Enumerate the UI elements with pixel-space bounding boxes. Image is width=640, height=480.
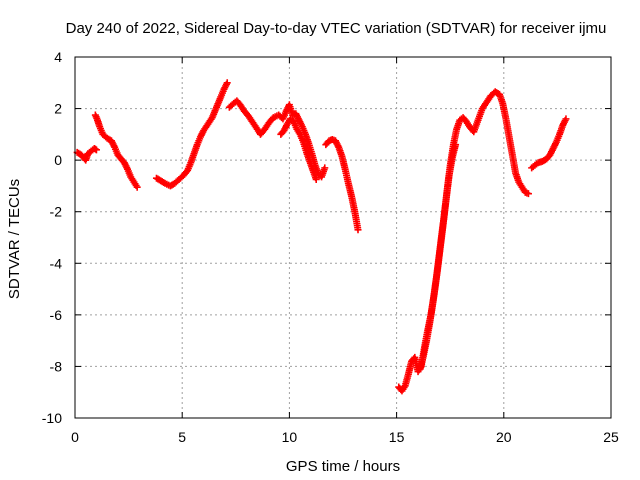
series-segment-8 bbox=[416, 141, 460, 373]
x-tick-label-25: 25 bbox=[603, 429, 619, 445]
plot-frame bbox=[74, 56, 612, 419]
data-point-marker bbox=[452, 141, 460, 149]
series-segment-1 bbox=[73, 145, 100, 164]
data-point-marker bbox=[133, 183, 141, 191]
x-tick-label-20: 20 bbox=[496, 429, 512, 445]
x-axis-label: GPS time / hours bbox=[286, 458, 400, 475]
series-segment-6 bbox=[322, 136, 362, 234]
data-point-marker bbox=[524, 190, 532, 198]
data-point-marker bbox=[312, 175, 320, 183]
y-tick-label-minus2: -2 bbox=[50, 204, 63, 220]
y-tick-label-minus10: -10 bbox=[42, 410, 62, 426]
data-markers bbox=[73, 79, 570, 395]
data-point-marker bbox=[92, 146, 100, 154]
series-segment-9 bbox=[528, 115, 570, 172]
grid-lines bbox=[75, 57, 611, 418]
y-tick-label-minus4: -4 bbox=[50, 255, 63, 271]
chart-title: Day 240 of 2022, Sidereal Day-to-day VTE… bbox=[66, 20, 607, 37]
y-tick-label-minus8: -8 bbox=[50, 358, 63, 374]
y-tick-label-0: 0 bbox=[54, 152, 62, 168]
x-tick-label-5: 5 bbox=[178, 429, 186, 445]
series-segment-5 bbox=[277, 115, 320, 183]
series-segment-2 bbox=[91, 111, 141, 191]
y-tick-label-minus6: -6 bbox=[50, 307, 63, 323]
data-point-marker bbox=[321, 164, 329, 172]
series-segment-3 bbox=[152, 79, 231, 190]
x-tick-label-0: 0 bbox=[71, 429, 79, 445]
y-tick-label-2: 2 bbox=[54, 101, 62, 117]
y-axis-label: SDTVAR / TECUs bbox=[6, 179, 23, 299]
x-tick-label-15: 15 bbox=[389, 429, 405, 445]
data-point-marker bbox=[223, 79, 231, 87]
x-tick-label-10: 10 bbox=[282, 429, 298, 445]
series-segment-7 bbox=[395, 88, 532, 395]
axis-ticks bbox=[74, 56, 612, 419]
data-point-marker bbox=[562, 115, 570, 123]
y-tick-label-4: 4 bbox=[54, 49, 62, 65]
data-point-marker bbox=[354, 226, 362, 234]
series-segment-4 bbox=[225, 97, 329, 181]
